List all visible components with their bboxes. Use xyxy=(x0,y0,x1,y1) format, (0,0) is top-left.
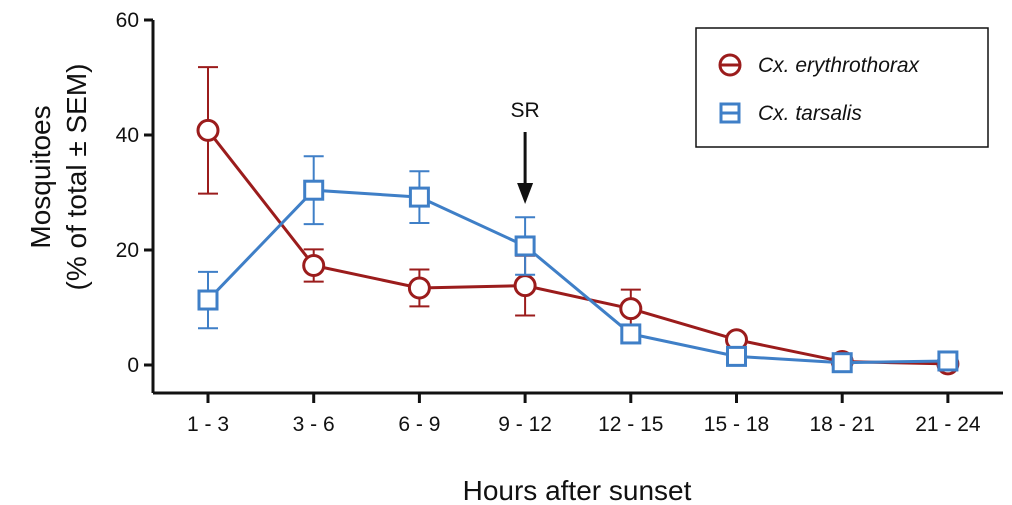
data-point xyxy=(726,345,747,367)
x-axis-title: Hours after sunset xyxy=(463,475,692,505)
data-point xyxy=(514,235,536,257)
y-axis-title-line2: (% of total ± SEM) xyxy=(61,64,92,291)
y-tick-label: 20 xyxy=(116,239,139,262)
x-tick-label: 21 - 24 xyxy=(915,413,981,436)
x-tick-label: 12 - 15 xyxy=(598,413,663,436)
data-point xyxy=(619,297,643,321)
data-point xyxy=(407,276,431,300)
x-tick-label: 9 - 12 xyxy=(498,413,552,436)
annotation-sr: SR xyxy=(511,99,540,204)
data-point xyxy=(303,179,325,201)
legend-label: Cx. tarsalis xyxy=(758,102,862,125)
data-point xyxy=(620,323,642,345)
x-tick-label: 6 - 9 xyxy=(398,413,440,436)
plot-layer: 0 20 40 60 1 - 3 3 - 6 6 - 9 9 - 12 12 - 15 15 - … xyxy=(116,9,1003,436)
series-2 xyxy=(197,155,959,374)
annotation-arrow-head xyxy=(517,183,534,204)
x-tick-label: 1 - 3 xyxy=(187,413,229,436)
y-tick-label: 0 xyxy=(127,354,139,377)
x-tick-label: 15 - 18 xyxy=(704,413,769,436)
series-line xyxy=(206,129,948,366)
series-line xyxy=(206,188,948,365)
data-point xyxy=(937,350,959,372)
legend: Cx. erythrothorax Cx. tarsalis xyxy=(695,27,989,148)
annotation-label: SR xyxy=(511,99,540,122)
data-point xyxy=(196,118,220,142)
y-axis-title-line1: Mosquitoes xyxy=(25,105,56,248)
data-point xyxy=(408,186,430,208)
legend-label: Cx. erythrothorax xyxy=(758,54,921,77)
y-tick-label: 40 xyxy=(116,124,139,147)
legend-box xyxy=(695,27,989,148)
data-point xyxy=(197,289,219,311)
data-point xyxy=(302,254,326,278)
x-tick-label: 3 - 6 xyxy=(293,413,335,436)
y-tick-label: 60 xyxy=(116,9,139,32)
data-point xyxy=(513,274,537,298)
data-point xyxy=(831,352,853,374)
x-tick-label: 18 - 21 xyxy=(810,413,875,436)
